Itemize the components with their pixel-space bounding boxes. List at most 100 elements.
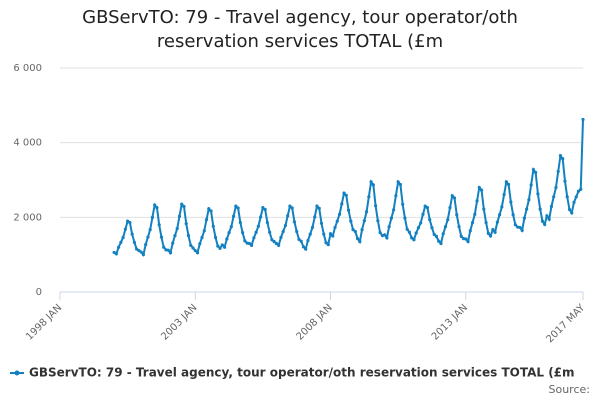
data-point — [288, 204, 292, 208]
data-point — [493, 230, 497, 234]
data-point — [441, 232, 445, 236]
data-point — [277, 243, 281, 247]
data-point — [567, 207, 572, 212]
data-point — [561, 157, 565, 161]
chart-title: GBServTO: 79 - Travel agency, tour opera… — [82, 7, 518, 52]
data-point — [556, 169, 560, 174]
data-point — [286, 214, 290, 218]
data-point — [297, 237, 301, 241]
data-point — [254, 230, 258, 234]
data-point — [475, 199, 479, 203]
data-point — [283, 223, 288, 228]
data-point — [328, 232, 333, 236]
data-point — [497, 213, 502, 217]
data-point — [180, 202, 184, 206]
data-point — [247, 241, 251, 246]
data-point — [211, 224, 215, 228]
data-point — [189, 243, 193, 247]
data-point — [425, 206, 430, 210]
data-point — [434, 234, 439, 238]
data-point — [443, 225, 448, 229]
data-point — [398, 182, 403, 187]
data-point — [536, 192, 540, 196]
data-point — [186, 234, 191, 238]
data-point — [281, 229, 285, 234]
data-point — [150, 215, 155, 219]
data-point — [529, 183, 533, 187]
data-point — [265, 220, 269, 225]
data-point — [360, 228, 364, 232]
data-point — [182, 204, 186, 209]
data-point — [171, 241, 175, 245]
data-point — [439, 241, 443, 246]
data-point — [477, 185, 481, 190]
data-point — [193, 248, 197, 253]
data-point — [396, 180, 400, 184]
data-point — [572, 200, 576, 204]
y-tick-label: 6 000 — [13, 63, 42, 74]
legend-item: GBServTO: 79 - Travel agency, tour opera… — [10, 366, 575, 380]
data-point — [184, 222, 188, 226]
data-point — [290, 206, 294, 210]
data-point — [259, 215, 263, 219]
data-point — [231, 214, 236, 218]
data-point — [132, 240, 136, 244]
data-point — [322, 232, 326, 236]
data-point — [574, 195, 578, 199]
data-point — [216, 244, 220, 248]
data-point — [159, 235, 164, 239]
data-point — [531, 167, 536, 172]
data-point — [114, 252, 118, 256]
data-point — [227, 231, 231, 235]
data-point — [383, 233, 387, 237]
data-point — [295, 229, 299, 234]
data-point — [139, 250, 143, 254]
y-tick-label: 4 000 — [13, 138, 42, 149]
data-point — [222, 245, 227, 249]
data-point — [416, 226, 421, 230]
data-point — [403, 216, 407, 220]
data-point — [581, 117, 585, 122]
legend-label: GBServTO: 79 - Travel agency, tour opera… — [29, 366, 575, 380]
data-point — [495, 220, 499, 224]
data-point — [428, 217, 432, 222]
data-point — [484, 220, 488, 225]
data-point — [355, 237, 360, 241]
data-point — [486, 231, 490, 235]
data-point — [274, 241, 279, 246]
data-point — [545, 214, 549, 218]
data-point — [195, 251, 200, 255]
data-point — [500, 205, 504, 209]
data-point — [148, 228, 152, 232]
data-point — [319, 221, 324, 225]
data-point — [324, 241, 328, 245]
data-point — [153, 203, 157, 207]
data-point — [464, 237, 468, 241]
data-point — [570, 211, 574, 215]
data-point — [563, 179, 567, 183]
data-point — [504, 180, 508, 184]
data-point — [364, 210, 369, 214]
data-point — [414, 231, 418, 235]
data-point — [421, 212, 425, 216]
data-point — [540, 219, 545, 223]
data-point — [299, 239, 303, 243]
data-point — [527, 198, 531, 202]
data-point — [137, 248, 141, 253]
data-point — [344, 193, 348, 197]
data-point — [387, 225, 391, 229]
data-point — [482, 207, 486, 211]
data-point — [301, 245, 306, 249]
data-point — [466, 240, 470, 244]
data-point — [432, 232, 436, 237]
data-point — [507, 182, 511, 187]
y-tick-label: 0 — [36, 287, 42, 298]
data-point — [121, 235, 125, 240]
data-point — [410, 236, 414, 240]
data-point — [177, 214, 182, 218]
data-point — [340, 202, 344, 206]
data-point — [333, 225, 337, 230]
data-point — [423, 204, 427, 208]
data-point — [308, 232, 312, 236]
